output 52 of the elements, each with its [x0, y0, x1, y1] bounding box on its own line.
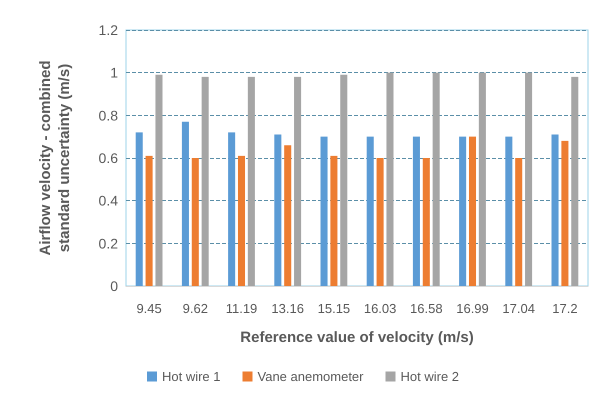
- bar: [294, 76, 302, 286]
- legend-label: Hot wire 1: [162, 369, 221, 384]
- bar: [412, 136, 420, 286]
- x-tick-label: 11.19: [226, 301, 258, 316]
- y-axis-title: Airflow velocity - combined standard uncertainty (m/s): [37, 60, 73, 256]
- y-tick-label: 1: [110, 64, 118, 81]
- bar: [478, 72, 486, 286]
- x-axis-title: Reference value of velocity (m/s): [240, 329, 474, 346]
- bar: [459, 136, 466, 286]
- x-tick-label: 9.45: [136, 301, 162, 316]
- y-tick-label: 1.2: [98, 22, 118, 38]
- bar: [468, 136, 476, 286]
- bar: [238, 156, 246, 286]
- legend-label: Vane anemometer: [258, 369, 364, 384]
- bar: [330, 156, 338, 286]
- x-tick-label: 16.03: [364, 301, 396, 316]
- bar: [228, 132, 236, 286]
- bar: [386, 72, 394, 286]
- bar: [422, 158, 430, 286]
- y-tick-label: 0.2: [98, 235, 118, 252]
- bar: [376, 158, 384, 286]
- legend-label: Hot wire 2: [400, 369, 460, 384]
- bar: [136, 132, 143, 286]
- x-tick-label: 9.62: [182, 301, 208, 316]
- bar: [340, 74, 348, 286]
- bar: [146, 156, 153, 286]
- bar: [366, 136, 374, 286]
- x-tick-label: 16.99: [456, 301, 489, 316]
- bar: [525, 72, 532, 286]
- bar: [515, 158, 522, 286]
- x-tick-label: 17.2: [552, 301, 578, 316]
- bar: [155, 74, 162, 286]
- x-tick-label: 15.15: [318, 301, 350, 316]
- bar: [284, 145, 292, 286]
- y-tick-label: 0: [110, 278, 118, 294]
- bar: [274, 134, 282, 286]
- x-tick-label: 17.04: [502, 301, 535, 316]
- x-tick-label: 13.16: [271, 301, 304, 316]
- y-tick-label: 0.4: [98, 192, 118, 209]
- bar: [571, 76, 578, 286]
- bar: [182, 122, 189, 286]
- bar: [202, 76, 209, 286]
- bar: [505, 136, 512, 286]
- bar: [192, 158, 199, 286]
- x-tick-label: 16.58: [410, 301, 443, 316]
- bar: [561, 140, 568, 286]
- y-tick-label: 0.6: [98, 150, 118, 166]
- bar: [248, 76, 255, 286]
- bar: [320, 136, 328, 286]
- bar: [552, 134, 559, 286]
- y-tick-label: 0.8: [98, 107, 118, 124]
- bar: [432, 72, 440, 286]
